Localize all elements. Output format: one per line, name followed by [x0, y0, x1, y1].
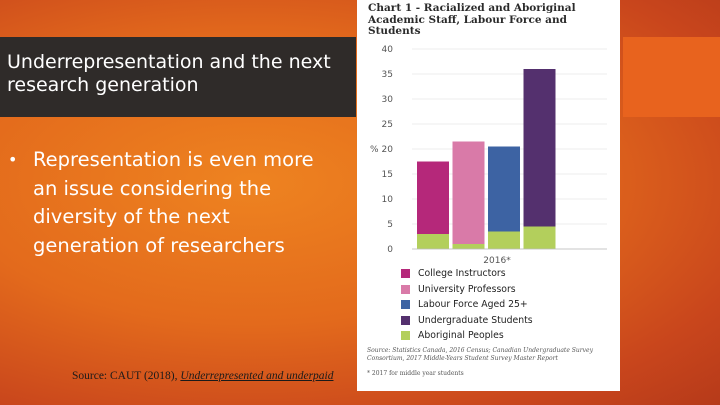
y-tick-label: 20	[382, 145, 394, 155]
y-tick-label: 40	[382, 45, 394, 55]
legend-swatch	[401, 269, 410, 278]
x-axis-label: 2016*	[483, 256, 511, 266]
slide-title: Underrepresentation and the next researc…	[7, 51, 331, 96]
legend-swatch	[401, 284, 410, 294]
legend-label: Undergraduate Students	[418, 314, 533, 326]
y-tick-label: 5	[387, 220, 393, 230]
bullet-marker: •	[8, 150, 18, 169]
legend-label: Labour Force Aged 25+	[418, 299, 528, 310]
bar-aboriginal-peoples	[417, 234, 449, 249]
source-prefix: Source: CAUT (2018),	[72, 370, 181, 382]
chart-title: Chart 1 - Racialized and Aboriginal Acad…	[368, 2, 576, 37]
source-link[interactable]: Underrepresented and underpaid	[180, 370, 334, 382]
bar-aboriginal-peoples	[488, 231, 520, 249]
y-tick-label: 10	[382, 195, 394, 205]
y-tick-label: 0	[387, 245, 393, 255]
bar-aboriginal-peoples	[452, 244, 485, 249]
y-tick-label: 25	[382, 120, 393, 130]
legend-label: College Instructors	[418, 268, 506, 279]
y-tick-label: 35	[382, 70, 393, 80]
title-bar: Underrepresentation and the next researc…	[0, 37, 356, 117]
y-tick-label: 15	[382, 170, 393, 180]
source-citation: Source: CAUT (2018), Underrepresented an…	[72, 370, 333, 382]
legend-swatch	[401, 315, 410, 325]
bar-aboriginal-peoples	[523, 226, 556, 249]
legend-swatch	[401, 300, 410, 309]
legend-label: Aboriginal Peoples	[418, 330, 504, 341]
y-axis-label: %	[370, 145, 379, 155]
bullet-list: • Representation is even more an issue c…	[8, 146, 338, 260]
legend-swatch	[401, 331, 410, 340]
bar-undergraduate-students	[523, 69, 556, 249]
accent-block	[623, 37, 720, 117]
chart-footnote: * 2017 for middle year students	[367, 370, 464, 377]
bullet-text: Representation is even more an issue con…	[33, 148, 314, 257]
legend-label: University Professors	[418, 283, 516, 295]
y-tick-label: 30	[382, 95, 394, 105]
bar-university-professors	[452, 141, 485, 249]
chart-card: Chart 1 - Racialized and Aboriginal Acad…	[357, 0, 620, 391]
chart-source-note: Source: Statistics Canada, 2016 Census; …	[367, 347, 593, 362]
bar-chart: 0 5 10 15 20 25 30 35 40% 2016*	[370, 45, 607, 266]
